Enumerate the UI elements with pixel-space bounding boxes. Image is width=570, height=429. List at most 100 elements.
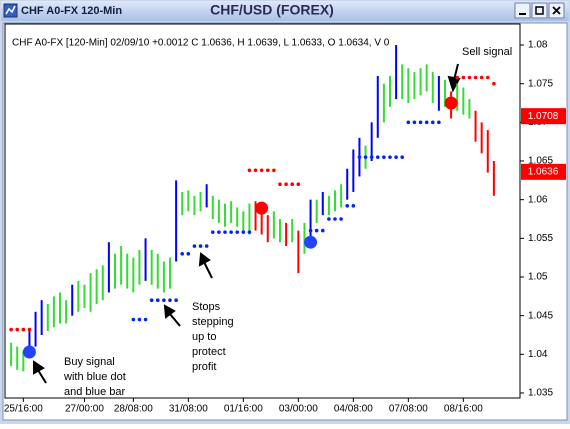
annotation: Sell signal: [462, 46, 512, 58]
stop-dot: [143, 317, 148, 322]
arrow-head: [447, 75, 461, 93]
minimize-button[interactable]: [514, 2, 531, 19]
stop-dot: [235, 230, 240, 234]
stop-dot: [210, 230, 215, 234]
annotation: stepping: [192, 316, 234, 328]
stop-dot: [21, 327, 26, 332]
maximize-button[interactable]: [531, 2, 548, 19]
stop-dot: [180, 251, 185, 256]
stop-dot: [253, 168, 258, 173]
stop-dot: [290, 182, 295, 187]
stop-dot: [351, 204, 356, 208]
y-tick-label: 1.075: [528, 78, 553, 89]
stop-dot: [308, 228, 313, 233]
annotation: profit: [192, 361, 216, 373]
stop-dot: [278, 182, 282, 187]
stop-dot: [217, 230, 221, 234]
stop-dot: [357, 155, 362, 159]
stop-dot: [223, 230, 227, 234]
x-tick-label: 07/08:00: [389, 404, 428, 415]
stop-dot: [259, 168, 264, 173]
close-glyph: [552, 6, 561, 15]
signal-dot: [255, 201, 269, 215]
y-tick-label: 1.05: [528, 272, 548, 283]
signal-dot: [22, 345, 36, 359]
arrow: [169, 313, 181, 327]
stop-dot: [485, 75, 490, 80]
stop-dot: [296, 182, 301, 187]
x-tick-label: 27/00:00: [65, 404, 104, 415]
stop-dot: [174, 298, 178, 302]
stop-dot: [204, 244, 209, 248]
stop-dot: [388, 155, 392, 159]
y-tick-label: 1.065: [528, 156, 553, 167]
x-tick-label: 04/08:00: [334, 404, 373, 415]
stop-dot: [284, 182, 288, 187]
x-tick-label: 01/16:00: [224, 404, 263, 415]
price-tag-label: 1.0636: [528, 166, 559, 177]
stop-dot: [492, 81, 496, 86]
signal-dot: [304, 235, 318, 249]
chart-title: CHF/USD (FOREX): [210, 2, 334, 18]
stop-dot: [345, 204, 350, 208]
y-tick-label: 1.04: [528, 349, 548, 360]
arrow: [203, 261, 213, 279]
stop-dot: [162, 298, 166, 302]
stop-dot: [247, 168, 252, 173]
x-tick-label: 28/08:00: [114, 404, 153, 415]
y-tick-label: 1.08: [528, 40, 548, 51]
stop-dot: [9, 327, 13, 332]
stop-dot: [314, 228, 319, 233]
stop-dot: [137, 317, 142, 322]
annotation: protect: [192, 346, 226, 358]
stop-dot: [479, 75, 484, 80]
stop-dot: [437, 120, 441, 125]
stop-dot: [265, 168, 270, 173]
stop-dot: [369, 155, 374, 159]
window-title: CHF A0-FX 120-Min: [21, 5, 122, 17]
stop-dot: [155, 298, 160, 302]
annotation: Stops: [192, 301, 221, 313]
stop-dot: [229, 230, 233, 234]
y-tick-label: 1.035: [528, 388, 553, 399]
annotation: up to: [192, 331, 216, 343]
stop-dot: [333, 217, 337, 221]
stop-dot: [400, 155, 405, 159]
stop-dot: [394, 155, 398, 159]
annotation: Buy signal: [64, 356, 115, 368]
arrow-head: [163, 304, 176, 319]
stop-dot: [168, 298, 172, 302]
stop-dot: [27, 327, 32, 332]
stop-dot: [375, 155, 380, 159]
window-icon-glyph: [5, 5, 16, 15]
stop-dot: [418, 120, 423, 125]
stop-dot: [473, 75, 478, 80]
stop-dot: [406, 120, 411, 125]
arrow-head: [198, 252, 211, 267]
x-tick-label: 31/08:00: [169, 404, 208, 415]
x-tick-label: 08/16:00: [444, 404, 483, 415]
stop-dot: [461, 75, 466, 80]
x-tick-label: 03/00:00: [279, 404, 318, 415]
stop-dot: [192, 244, 197, 248]
signal-dot: [444, 96, 458, 110]
stop-dot: [339, 217, 343, 221]
stop-dot: [467, 75, 472, 80]
price-tag-label: 1.0708: [528, 111, 559, 122]
stop-dot: [327, 217, 331, 221]
annotation: with blue dot: [63, 371, 126, 383]
stop-dot: [247, 230, 252, 234]
stop-dot: [363, 155, 368, 159]
stop-dot: [424, 120, 429, 125]
stop-dot: [455, 75, 460, 80]
stop-dot: [320, 228, 325, 233]
stop-dot: [272, 168, 276, 173]
stop-dot: [382, 155, 386, 159]
info-line: CHF A0-FX [120-Min] 02/09/10 +0.0012 C 1…: [12, 38, 390, 49]
y-tick-label: 1.045: [528, 310, 553, 321]
y-tick-label: 1.055: [528, 233, 553, 244]
stop-dot: [412, 120, 417, 125]
annotation: and blue bar: [64, 386, 125, 398]
stop-dot: [186, 251, 191, 256]
